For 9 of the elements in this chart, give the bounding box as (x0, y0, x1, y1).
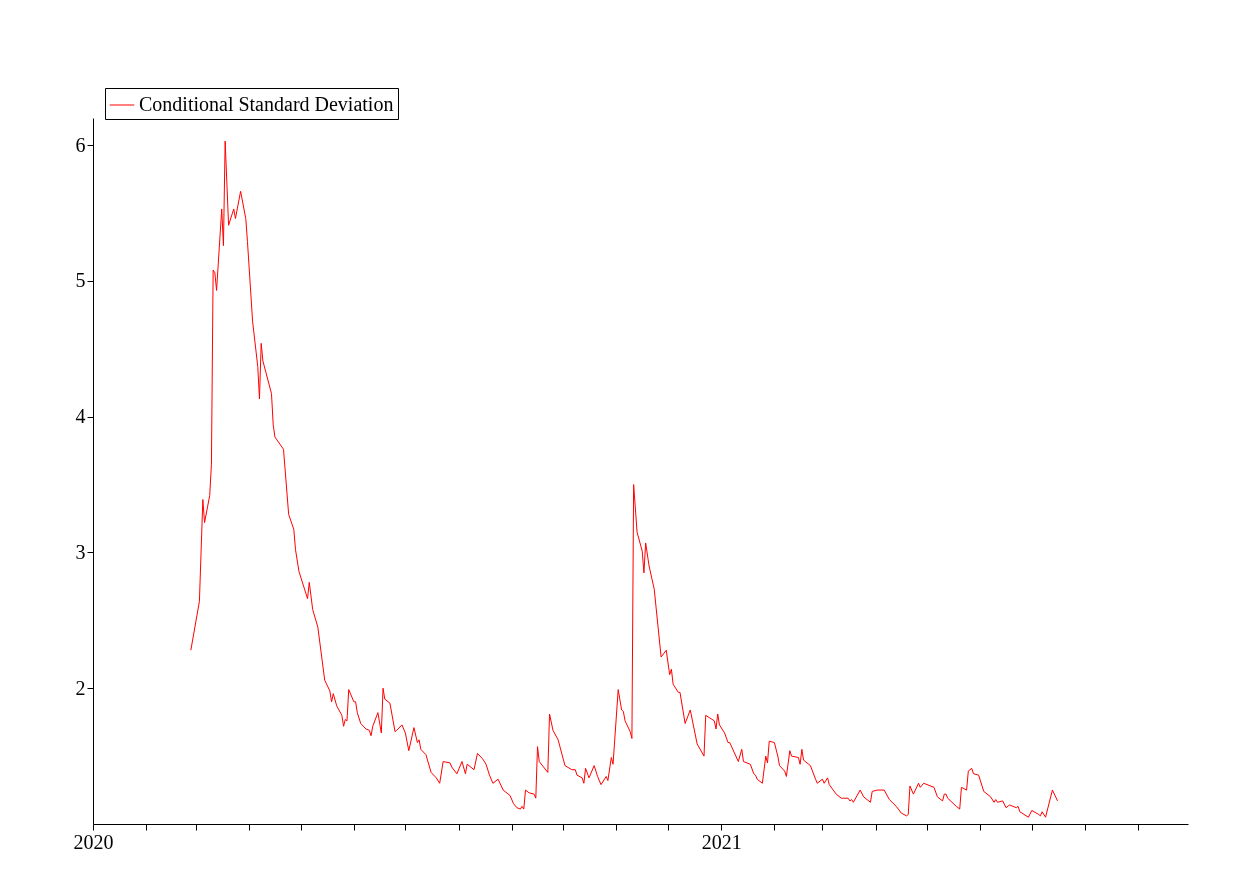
legend-label: Conditional Standard Deviation (139, 93, 394, 115)
x-tick-label: 2021 (701, 830, 742, 853)
y-tick-label: 3 (75, 540, 86, 563)
x-tick-label: 2020 (73, 830, 114, 853)
y-tick-label: 2 (75, 676, 86, 699)
y-tick-label: 4 (75, 405, 86, 428)
y-tick-label: 5 (75, 269, 86, 292)
y-tick-label: 6 (75, 133, 86, 156)
line-series (190, 140, 1059, 818)
